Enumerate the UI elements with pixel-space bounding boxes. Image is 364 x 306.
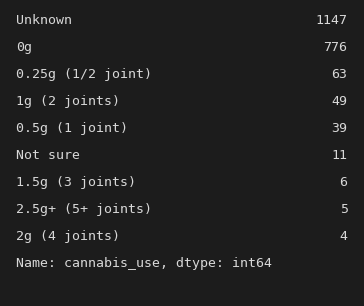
Text: 1g (2 joints): 1g (2 joints) [16,95,120,108]
Text: 6: 6 [340,176,348,189]
Text: 0g: 0g [16,41,32,54]
Text: 5: 5 [340,203,348,216]
Text: 776: 776 [324,41,348,54]
Text: 39: 39 [332,122,348,135]
Text: 11: 11 [332,149,348,162]
Text: 4: 4 [340,230,348,243]
Text: 1147: 1147 [316,14,348,27]
Text: Not sure: Not sure [16,149,80,162]
Text: 63: 63 [332,68,348,81]
Text: Name: cannabis_use, dtype: int64: Name: cannabis_use, dtype: int64 [16,257,272,270]
Text: 2g (4 joints): 2g (4 joints) [16,230,120,243]
Text: 1.5g (3 joints): 1.5g (3 joints) [16,176,136,189]
Text: 0.25g (1/2 joint): 0.25g (1/2 joint) [16,68,153,81]
Text: 2.5g+ (5+ joints): 2.5g+ (5+ joints) [16,203,153,216]
Text: 49: 49 [332,95,348,108]
Text: 0.5g (1 joint): 0.5g (1 joint) [16,122,128,135]
Text: Unknown: Unknown [16,14,72,27]
